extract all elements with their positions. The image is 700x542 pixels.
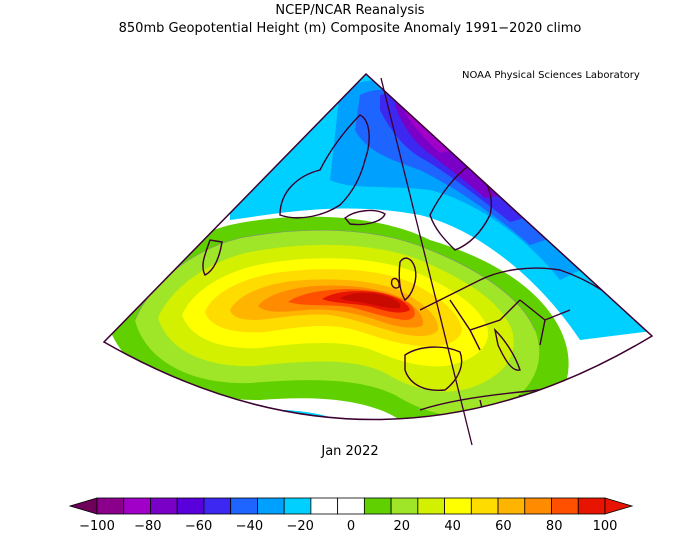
colorbar-swatch xyxy=(230,497,258,515)
colorbar-tick-label: −100 xyxy=(79,519,115,534)
colorbar-tick-label: 40 xyxy=(444,519,461,534)
colorbar-tick-label: 20 xyxy=(394,519,411,534)
colorbar-tick-label: −80 xyxy=(134,519,161,534)
colorbar-tick-label: 80 xyxy=(546,519,563,534)
colorbar-swatch xyxy=(551,497,579,515)
colorbar-swatch xyxy=(150,497,178,515)
period-label: Jan 2022 xyxy=(321,444,379,459)
colorbar-swatch xyxy=(123,497,151,515)
colorbar-swatch xyxy=(257,497,285,515)
colorbar-tick-label: −20 xyxy=(286,519,313,534)
colorbar-arrow-min xyxy=(68,497,98,515)
map-frame xyxy=(102,72,654,421)
credit-label: NOAA Physical Sciences Laboratory xyxy=(462,70,640,81)
map-title: NCEP/NCAR Reanalysis xyxy=(275,3,425,18)
colorbar-swatch xyxy=(577,497,606,515)
central-meridian xyxy=(380,77,473,446)
colorbar-swatch xyxy=(310,497,339,515)
colorbar-swatch xyxy=(363,497,392,515)
colorbar-arrow-max xyxy=(604,497,634,515)
colorbar-swatch xyxy=(497,497,526,515)
colorbar-swatch xyxy=(417,497,445,515)
colorbar-tick-label: 60 xyxy=(495,519,512,534)
colorbar-swatch xyxy=(176,497,205,515)
colorbar-swatch xyxy=(444,497,472,515)
colorbar-tick-label: −40 xyxy=(236,519,263,534)
colorbar: −100 −80 −60 −40 −20 0 20 40 60 80 100 xyxy=(68,497,634,534)
colorbar-tick-label: −60 xyxy=(185,519,212,534)
colorbar-swatch xyxy=(524,497,552,515)
colorbar-swatch xyxy=(337,497,365,515)
colorbar-swatch xyxy=(96,497,125,515)
map-subtitle: 850mb Geopotential Height (m) Composite … xyxy=(118,21,582,36)
colorbar-swatch xyxy=(283,497,312,515)
colorbar-swatch xyxy=(470,497,499,515)
colorbar-tick-label: 100 xyxy=(593,519,618,534)
colorbar-tick-label: 0 xyxy=(347,519,355,534)
colorbar-swatch xyxy=(203,497,232,515)
colorbar-swatch xyxy=(390,497,419,515)
